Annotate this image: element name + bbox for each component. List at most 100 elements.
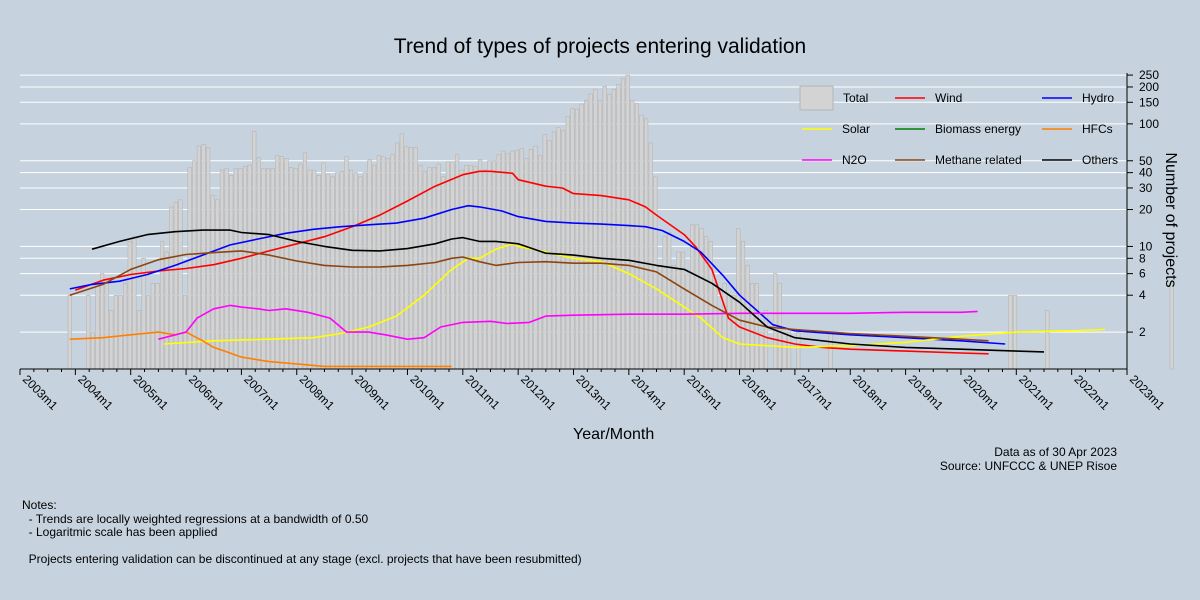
bar-total <box>496 154 501 370</box>
bar-total <box>602 85 607 370</box>
x-axis-label: Year/Month <box>573 426 654 443</box>
bar-total <box>1169 283 1174 370</box>
bar-total <box>620 78 626 370</box>
bar-total <box>450 161 455 370</box>
bar-total <box>312 169 317 370</box>
bar-total <box>713 283 718 370</box>
bar-total <box>464 164 469 370</box>
bar-total <box>67 294 72 370</box>
x-tick-label: 2005m1 <box>131 372 172 413</box>
bar-total <box>348 169 354 370</box>
bar-total <box>123 283 128 370</box>
y-tick-label: 8 <box>1139 251 1146 265</box>
bar-total <box>593 88 598 370</box>
bar-total <box>625 74 630 370</box>
bar-total <box>362 172 367 370</box>
bar-total <box>736 228 741 370</box>
bar-total <box>727 294 732 370</box>
bar-total <box>408 147 414 370</box>
x-tick-label: 2021m1 <box>1016 372 1057 413</box>
y-tick-label: 50 <box>1139 154 1153 168</box>
bar-total <box>565 116 570 370</box>
bar-total <box>219 169 225 370</box>
bar-total <box>459 169 464 370</box>
note-discontinued: Projects entering validation can be disc… <box>22 552 582 566</box>
bar-total <box>367 159 372 370</box>
legend-label-hydro: Hydro <box>1082 91 1114 105</box>
legend-label-wind: Wind <box>935 91 962 105</box>
note-log-scale: - Logaritmic scale has been applied <box>22 525 218 539</box>
bar-total <box>256 157 261 370</box>
bar-total <box>353 172 358 370</box>
bar-total <box>436 163 441 370</box>
bar-total <box>717 310 723 370</box>
bar-total <box>358 176 363 370</box>
legend-label-total: Total <box>843 91 868 105</box>
bar-total <box>284 158 289 370</box>
bar-total <box>307 169 312 370</box>
x-tick-label: 2016m1 <box>739 372 780 413</box>
bar-total <box>155 283 160 370</box>
bar-total <box>431 167 437 370</box>
x-tick-label: 2022m1 <box>1072 372 1113 413</box>
x-tick-label: 2009m1 <box>352 372 393 413</box>
bar-total <box>316 175 321 370</box>
line-hfcs <box>69 331 452 368</box>
line-hydro <box>69 204 1006 345</box>
bar-total <box>206 147 211 370</box>
bar-total <box>473 166 478 370</box>
bar-total <box>607 94 612 370</box>
bar-total <box>1045 310 1050 370</box>
bar-total <box>630 100 635 370</box>
bar-total <box>413 147 418 370</box>
bar-total <box>381 156 386 370</box>
bar-total <box>731 294 736 370</box>
bar-total <box>247 164 252 370</box>
bar-total <box>302 152 308 370</box>
x-tick-label: 2019m1 <box>905 372 946 413</box>
bar-total <box>127 241 132 370</box>
bar-total <box>750 283 755 370</box>
bar-total <box>427 167 432 370</box>
bar-total <box>118 294 123 370</box>
bar-total <box>648 142 653 370</box>
bar-total <box>279 156 285 370</box>
y-tick-label: 30 <box>1139 181 1153 195</box>
legend-label-hfcs: HFCs <box>1082 122 1113 136</box>
bar-total <box>685 273 690 370</box>
x-tick-label: 2018m1 <box>850 372 891 413</box>
bar-total <box>501 150 506 370</box>
line-solar <box>163 243 1105 349</box>
bar-total <box>505 153 510 370</box>
y-tick-label: 250 <box>1139 68 1159 82</box>
x-tick-label: 2008m1 <box>297 372 338 413</box>
legend-label-others: Others <box>1082 153 1118 167</box>
x-tick-label: 2015m1 <box>684 372 725 413</box>
bar-total <box>242 166 248 370</box>
bar-total <box>533 145 538 370</box>
bar-total <box>330 176 335 370</box>
legend: Total Wind Hydro Solar Biomass energy HFCs N2O… <box>799 85 1118 167</box>
bars-total <box>67 74 1174 370</box>
bar-total <box>634 103 640 370</box>
bar-total <box>588 93 593 370</box>
bar-total <box>335 172 340 370</box>
bar-total <box>399 133 404 370</box>
bar-total <box>510 150 515 370</box>
bar-total <box>441 176 446 370</box>
data-date: Data as of 30 Apr 2023 <box>994 445 1117 459</box>
x-tick-label: 2010m1 <box>407 372 448 413</box>
y-tick-label: 6 <box>1139 267 1146 281</box>
bar-total <box>468 164 474 370</box>
bar-total <box>395 142 400 370</box>
bar-total <box>676 251 681 370</box>
trend-lines <box>69 170 1105 368</box>
x-tick-label: 2006m1 <box>186 372 227 413</box>
bar-total <box>150 283 155 370</box>
bar-total <box>551 131 557 370</box>
bar-total <box>722 283 727 370</box>
bar-total <box>445 161 450 370</box>
bar-total <box>782 331 787 370</box>
legend-label-n2o: N2O <box>842 153 867 167</box>
